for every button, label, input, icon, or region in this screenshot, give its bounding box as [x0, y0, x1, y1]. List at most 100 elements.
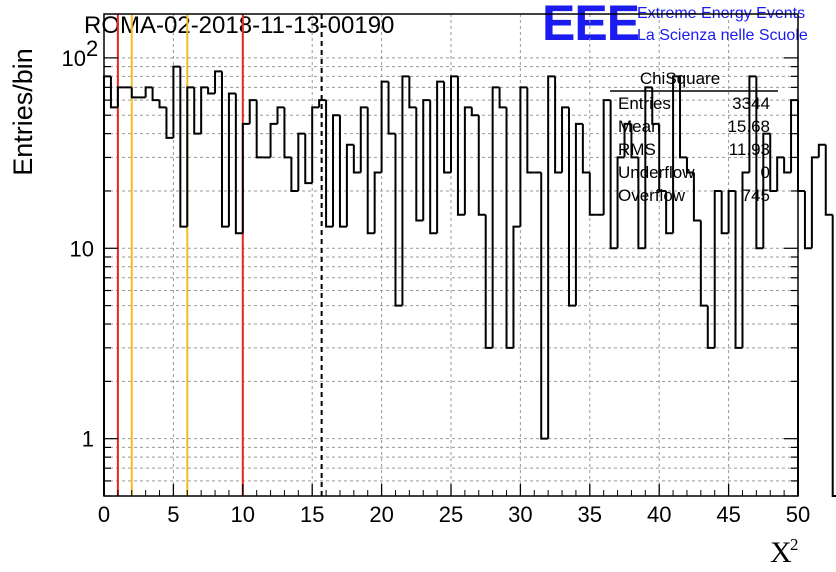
histogram-bin [748, 75, 757, 173]
x-tick-label: 20 [369, 502, 393, 527]
histogram-bin [103, 75, 111, 496]
histogram-bin [463, 106, 472, 215]
histogram-bin [297, 132, 306, 191]
y-tick-label: 10 [70, 236, 94, 261]
histogram-bin [207, 87, 216, 95]
histogram-bin [512, 225, 521, 348]
histogram-bin [450, 75, 458, 173]
histogram-bin [755, 76, 764, 250]
histogram-bin [658, 123, 667, 192]
x-tick-label: 10 [231, 502, 255, 527]
histogram-bin [214, 70, 222, 94]
histogram-bin [130, 87, 139, 99]
histogram-bin [769, 133, 778, 192]
stats-label-entries: Entries [618, 94, 671, 113]
histogram-bin [116, 86, 125, 108]
histogram-bin [567, 107, 576, 307]
histogram-bin [741, 171, 750, 348]
histogram-bin [394, 133, 403, 307]
x-tick-label: 40 [647, 502, 671, 527]
histogram-bin [484, 214, 493, 349]
histogram-bin [186, 86, 195, 227]
histogram-bin [380, 80, 389, 173]
histogram-bin [630, 123, 639, 159]
x-tick-label: 35 [578, 502, 602, 527]
stats-box: ChiSquare Entries 3344 Mean 15.68 RMS 11… [610, 69, 778, 205]
stats-value-mean: 15.68 [727, 117, 770, 136]
histogram-bin [713, 189, 722, 348]
histogram-bin [797, 100, 805, 192]
histogram-bin [644, 86, 653, 249]
histogram-bin [588, 172, 597, 216]
histogram-bin [200, 86, 209, 134]
histogram-bin [783, 157, 792, 174]
stats-title: ChiSquare [640, 69, 720, 88]
stats-value-overflow: 745 [742, 186, 770, 205]
histogram-bin [311, 106, 320, 184]
histogram-bin [672, 75, 681, 234]
histogram-bin [234, 93, 243, 235]
histogram-bin [609, 100, 618, 250]
histogram-bin [616, 156, 625, 249]
histogram-bin [720, 190, 729, 235]
histogram-bin [429, 100, 438, 235]
histogram-bin [637, 157, 646, 250]
stats-value-rms: 11.93 [729, 140, 770, 159]
histogram-bin [443, 81, 451, 174]
histogram-bin [345, 143, 354, 227]
histogram-bin [817, 143, 826, 158]
histogram-bin [602, 99, 611, 215]
histogram-bin [325, 100, 334, 228]
histogram-bin [547, 75, 556, 439]
histogram-bin [581, 123, 590, 174]
x-tick-label: 0 [98, 502, 110, 527]
histogram-bin [692, 172, 701, 222]
histogram-bin [338, 115, 347, 228]
stats-label-mean: Mean [618, 117, 661, 136]
stats-label-rms: RMS [618, 140, 656, 159]
histogram-bin [526, 87, 535, 174]
histogram-bin [269, 122, 278, 158]
histogram-bin [679, 76, 687, 159]
histogram-bin [318, 99, 327, 108]
logo-subtitle-2: La Scienza nelle Scuole [637, 27, 808, 44]
x-tick-label: 30 [508, 502, 532, 527]
histogram-bin [491, 86, 500, 348]
histogram-bin [366, 107, 375, 235]
stats-value-entries: 3344 [732, 94, 770, 113]
histogram-bin [574, 122, 583, 306]
x-axis-label: X [770, 536, 792, 569]
histogram-bin [436, 80, 445, 234]
x-tick-label: 45 [716, 502, 740, 527]
histogram-bin [241, 122, 250, 234]
histogram-bin [685, 157, 694, 174]
histogram-bin [227, 92, 236, 227]
histogram-bin [790, 99, 798, 173]
histogram-bin [151, 87, 160, 102]
histogram-bin [276, 106, 285, 124]
histogram-bin [290, 157, 299, 192]
histogram-bin [248, 99, 257, 124]
histogram-bin [415, 107, 424, 222]
histogram-bin [540, 172, 549, 440]
y-tick-label-superscript: 2 [86, 36, 98, 61]
x-tick-label: 15 [300, 502, 324, 527]
histogram-bin [665, 190, 674, 235]
histogram-bin [359, 106, 368, 173]
histogram-bin [144, 86, 153, 98]
histogram-bin [456, 76, 465, 216]
histogram-bin [477, 115, 486, 216]
histogram-bin [304, 133, 313, 185]
chart-title: ROMA-02-2018-11-13-00190 [84, 12, 394, 39]
histogram-bin [193, 87, 202, 135]
stats-label-overflow: Overflow [618, 186, 686, 205]
x-axis-label-superscript: 2 [790, 535, 799, 554]
histogram-bin [470, 107, 479, 117]
histogram-bin [831, 214, 836, 497]
histogram-bin [352, 144, 361, 174]
histogram-bin [109, 76, 118, 109]
histogram-bin [776, 156, 785, 191]
stats-label-underflow: Underflow [618, 163, 695, 182]
